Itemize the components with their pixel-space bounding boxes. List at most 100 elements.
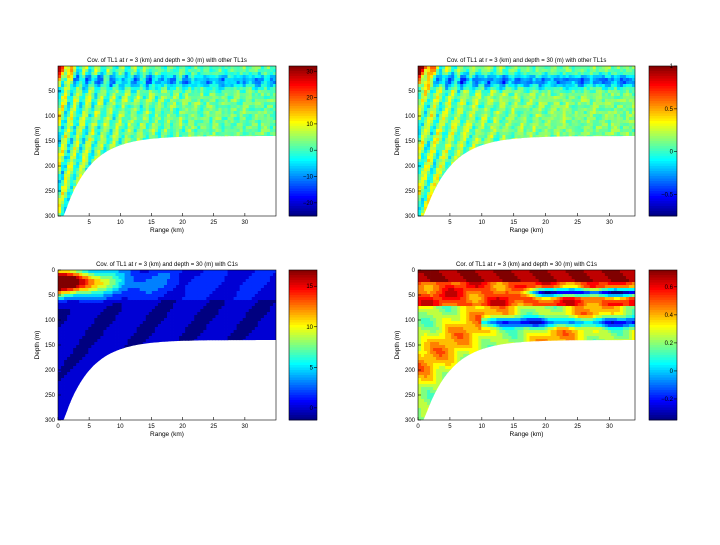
colormap-cell: [113, 159, 116, 162]
colormap-cell: [155, 153, 158, 156]
colormap-cell: [478, 99, 481, 102]
colormap-cell: [131, 183, 134, 186]
colormap-cell: [472, 81, 475, 84]
colormap-cell: [164, 87, 167, 90]
colormap-cell: [246, 168, 249, 171]
colormap-cell: [152, 201, 155, 204]
colormap-cell: [76, 183, 79, 186]
colormap-cell: [246, 189, 249, 192]
colormap-cell: [61, 135, 64, 138]
colormap-cell: [97, 75, 100, 78]
colormap-cell: [94, 93, 97, 96]
colormap-cell: [427, 96, 430, 99]
colormap-cell: [143, 198, 146, 201]
colormap-cell: [454, 120, 457, 123]
colormap-cell: [73, 75, 76, 78]
colormap-cell: [185, 165, 188, 168]
colormap-cell: [158, 129, 161, 132]
colormap-cell: [228, 99, 231, 102]
colormap-cell: [478, 144, 481, 147]
colormap-cell: [143, 207, 146, 210]
colormap-cell: [119, 105, 122, 108]
colormap-cell: [91, 141, 94, 144]
colormap-cell: [58, 210, 61, 213]
colormap-cell: [469, 195, 472, 198]
colormap-cell: [478, 69, 481, 72]
colormap-cell: [161, 66, 164, 69]
colormap-cell: [493, 132, 496, 135]
colormap-cell: [116, 84, 119, 87]
colormap-cell: [255, 210, 258, 213]
colormap-cell: [188, 105, 191, 108]
colormap-cell: [424, 186, 427, 189]
colormap-cell: [212, 150, 215, 153]
colormap-cell: [421, 111, 424, 114]
colormap-cell: [481, 78, 484, 81]
colormap-cell: [194, 111, 197, 114]
colormap-cell: [146, 69, 149, 72]
colormap-cell: [481, 168, 484, 171]
colormap-cell: [261, 93, 264, 96]
colormap-cell: [106, 174, 109, 177]
colormap-cell: [61, 165, 64, 168]
colormap-cell: [119, 198, 122, 201]
colormap-cell: [457, 180, 460, 183]
colormap-cell: [246, 207, 249, 210]
colormap-cell: [85, 90, 88, 93]
colormap-cell: [427, 189, 430, 192]
colormap-cell: [146, 93, 149, 96]
colormap-cell: [152, 66, 155, 69]
colormap-cell: [466, 114, 469, 117]
colormap-cell: [97, 78, 100, 81]
colormap-cell: [91, 174, 94, 177]
colormap-cell: [70, 135, 73, 138]
colormap-cell: [67, 135, 70, 138]
colormap-cell: [439, 159, 442, 162]
colormap-cell: [170, 207, 173, 210]
colormap-cell: [240, 168, 243, 171]
colormap-cell: [228, 126, 231, 129]
colormap-cell: [94, 72, 97, 75]
colormap-cell: [122, 132, 125, 135]
colormap-cell: [67, 210, 70, 213]
colormap-cell: [149, 66, 152, 69]
colormap-cell: [61, 132, 64, 135]
colormap-cell: [64, 147, 67, 150]
colormap-cell: [85, 207, 88, 210]
colormap-cell: [258, 135, 261, 138]
colormap-cell: [463, 93, 466, 96]
colormap-cell: [164, 126, 167, 129]
colormap-cell: [91, 192, 94, 195]
colormap-cell: [267, 183, 270, 186]
colormap-cell: [185, 84, 188, 87]
colormap-cell: [167, 159, 170, 162]
colormap-cell: [243, 195, 246, 198]
colormap-cell: [67, 72, 70, 75]
colormap-cell: [433, 135, 436, 138]
colormap-cell: [451, 189, 454, 192]
colormap-cell: [424, 90, 427, 93]
colormap-cell: [433, 177, 436, 180]
colormap-cell: [167, 210, 170, 213]
colormap-cell: [493, 186, 496, 189]
colormap-cell: [176, 210, 179, 213]
colormap-cell: [200, 96, 203, 99]
colormap-cell: [258, 177, 261, 180]
colormap-cell: [475, 105, 478, 108]
colormap-cell: [88, 192, 91, 195]
colormap-cell: [182, 174, 185, 177]
colormap-cell: [460, 129, 463, 132]
y-tick-label: 100: [45, 114, 56, 120]
colormap-cell: [442, 180, 445, 183]
colormap-cell: [91, 93, 94, 96]
colormap-cell: [430, 99, 433, 102]
colormap-cell: [252, 186, 255, 189]
colormap-cell: [67, 84, 70, 87]
colormap-cell: [427, 159, 430, 162]
colormap-cell: [125, 84, 128, 87]
colormap-cell: [113, 141, 116, 144]
colormap-cell: [125, 171, 128, 174]
colormap-cell: [61, 186, 64, 189]
colormap-cell: [109, 102, 112, 105]
colormap-cell: [490, 135, 493, 138]
